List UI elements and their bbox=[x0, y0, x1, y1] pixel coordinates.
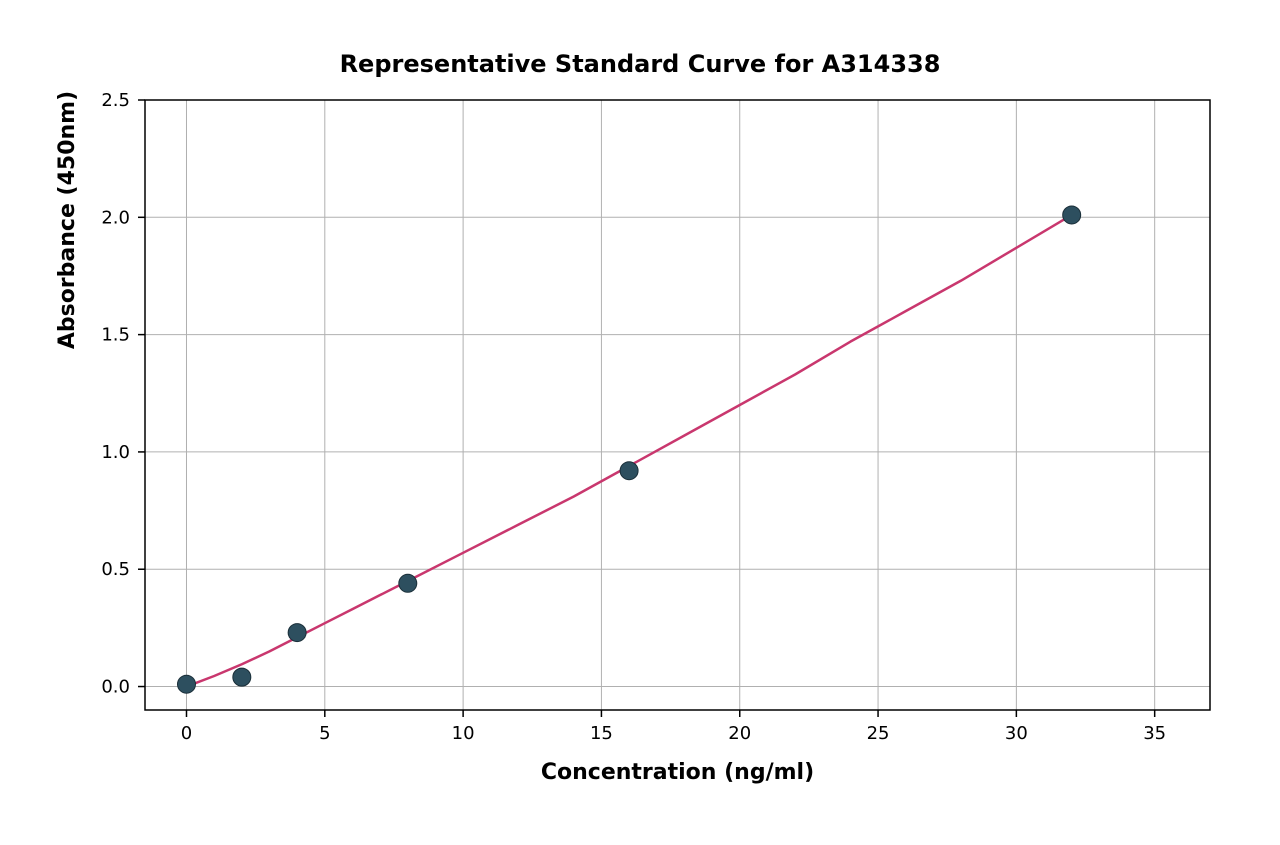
y-tick-label: 1.0 bbox=[101, 442, 130, 463]
data-point bbox=[288, 624, 306, 642]
data-point bbox=[233, 668, 251, 686]
y-tick-label: 0.0 bbox=[101, 677, 130, 698]
y-tick-label: 2.0 bbox=[101, 207, 130, 228]
y-axis-label: Absorbance (450nm) bbox=[55, 0, 80, 525]
chart-svg: 0 5 10 15 20 25 30 35 0.0 0.5 1.0 1.5 2.0 2.5 bbox=[0, 0, 1280, 845]
chart-container: 0 5 10 15 20 25 30 35 0.0 0.5 1.0 1.5 2.0 2.5 Represe… bbox=[0, 0, 1280, 845]
x-tick-label: 35 bbox=[1143, 723, 1166, 744]
data-point bbox=[1063, 206, 1081, 224]
y-tick-label: 2.5 bbox=[101, 90, 130, 111]
y-tick-label: 1.5 bbox=[101, 325, 130, 346]
x-tick-label: 25 bbox=[867, 723, 890, 744]
x-tick-label: 5 bbox=[319, 723, 330, 744]
chart-title: Representative Standard Curve for A31433… bbox=[0, 50, 1280, 78]
x-axis-label: Concentration (ng/ml) bbox=[145, 760, 1210, 785]
x-tick-label: 30 bbox=[1005, 723, 1028, 744]
x-tick-label: 10 bbox=[452, 723, 475, 744]
data-point bbox=[399, 574, 417, 592]
x-tick-label: 15 bbox=[590, 723, 613, 744]
data-point bbox=[620, 462, 638, 480]
data-point bbox=[177, 675, 195, 693]
x-tick-label: 20 bbox=[728, 723, 751, 744]
y-tick-label: 0.5 bbox=[101, 559, 130, 580]
x-tick-label: 0 bbox=[181, 723, 192, 744]
